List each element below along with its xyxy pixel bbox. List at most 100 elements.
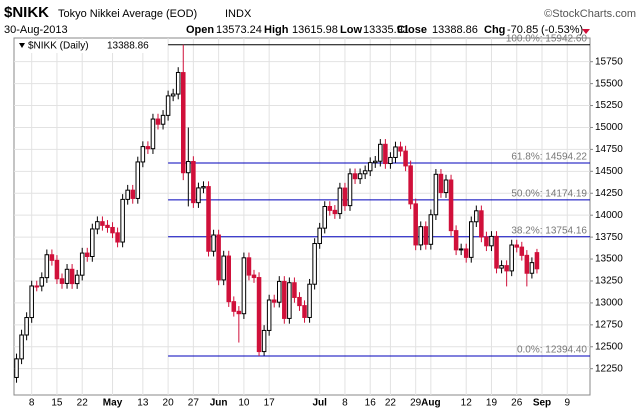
change-pct: (-0.53%) (541, 24, 583, 36)
x-tick-label: 26 (511, 398, 523, 409)
legend-box (16, 40, 166, 53)
fib-label: 0.0%: 12394.40 (517, 345, 587, 356)
y-tick-label: 12750 (595, 319, 623, 330)
change-label: Chg (484, 24, 505, 36)
candle-body (362, 170, 368, 175)
y-tick-label: 13750 (595, 232, 623, 243)
x-tick-label: 8 (29, 398, 35, 409)
index-name: Tokyo Nikkei Average (EOD) (58, 8, 197, 20)
candle-body (165, 95, 171, 116)
candle-body (191, 161, 196, 204)
symbol: $NIKK (4, 4, 49, 21)
down-arrow (582, 29, 590, 34)
candle-body (196, 187, 201, 204)
candle-body (24, 317, 29, 336)
candle-body (14, 358, 19, 378)
candle-body (388, 156, 393, 165)
candle-body (211, 234, 216, 252)
candle-body (489, 235, 494, 247)
x-tick-label: 22 (385, 398, 397, 409)
candle-body (261, 329, 267, 353)
date: 30-Aug-2013 (4, 24, 68, 36)
candle-body (49, 254, 55, 261)
candle-body (292, 282, 297, 298)
x-tick-label: 10 (238, 398, 250, 409)
x-tick-label: Jun (210, 398, 228, 409)
y-tick-label: 15750 (595, 56, 623, 67)
candle-body (231, 301, 237, 312)
legend-marker (19, 43, 25, 48)
y-tick-label: 13250 (595, 276, 623, 287)
y-tick-label: 14000 (595, 210, 623, 221)
candle-body (423, 226, 429, 245)
candle-body (266, 299, 272, 331)
x-tick-label: 19 (486, 398, 498, 409)
low-label: Low (340, 24, 362, 36)
candle-body (393, 146, 398, 158)
candle-body (484, 236, 489, 247)
candle-body (226, 255, 232, 303)
candle-body (241, 257, 247, 315)
x-tick-label: Aug (421, 398, 440, 409)
candle-body (19, 334, 24, 360)
candle-body (378, 143, 383, 162)
x-tick-label: 29 (410, 398, 422, 409)
candle-body (100, 221, 105, 226)
grid (14, 38, 593, 395)
candle-body (135, 161, 141, 199)
fib-label: 50.0%: 14174.19 (511, 189, 587, 200)
plot-frame (13, 37, 591, 396)
candle-body (367, 162, 373, 172)
candle-body (413, 203, 418, 246)
x-tick-label: 22 (77, 398, 89, 409)
candle-body (504, 265, 509, 272)
x-tick-label: 8 (342, 398, 348, 409)
candle-body (383, 143, 388, 165)
x-tick-label: 13 (137, 398, 149, 409)
candle-body (322, 206, 328, 229)
candle-body (408, 165, 413, 205)
candle-body (509, 244, 514, 272)
candle-body (372, 160, 378, 164)
x-tick-label: 9 (564, 398, 570, 409)
candle-body (327, 206, 333, 211)
candle-body (120, 198, 125, 243)
candle-body (84, 252, 90, 257)
candle-body (474, 210, 479, 223)
candle-body (342, 187, 348, 207)
candle-body (170, 93, 176, 97)
candle-body (216, 234, 221, 281)
candle-body (463, 248, 469, 258)
fib-label: 38.2%: 13754.16 (511, 225, 587, 236)
candle-body (236, 310, 242, 315)
x-tick-label: Jul (312, 398, 327, 409)
source: ©StockCharts.com (544, 8, 636, 20)
high-label: High (264, 24, 289, 36)
candle-body (317, 227, 322, 245)
candle-body (150, 118, 156, 150)
candle-body (130, 189, 136, 199)
candle-body (297, 296, 302, 307)
candle-body (59, 278, 65, 284)
candle-body (448, 179, 454, 232)
candle-body (403, 150, 408, 167)
candle-body (201, 186, 206, 189)
candle-body (69, 268, 75, 285)
x-tick-label: 27 (188, 398, 200, 409)
candle-body (418, 226, 424, 246)
x-tick-label: 15 (51, 398, 63, 409)
y-tick-label: 15000 (595, 122, 623, 133)
marks (14, 44, 590, 383)
y-tick-label: 13500 (595, 254, 623, 265)
candle-body (90, 228, 95, 257)
candle-body (44, 254, 50, 279)
candle-body (312, 243, 317, 285)
candle-body (433, 173, 439, 216)
candle-body (347, 173, 353, 207)
candle-body (160, 114, 166, 125)
x-tick-label: 17 (264, 398, 276, 409)
low-value: 13335.91 (363, 24, 409, 36)
fib-label: 61.8%: 14594.22 (511, 152, 587, 163)
candle-body (155, 118, 161, 125)
legend-value: 13388.86 (107, 41, 149, 52)
